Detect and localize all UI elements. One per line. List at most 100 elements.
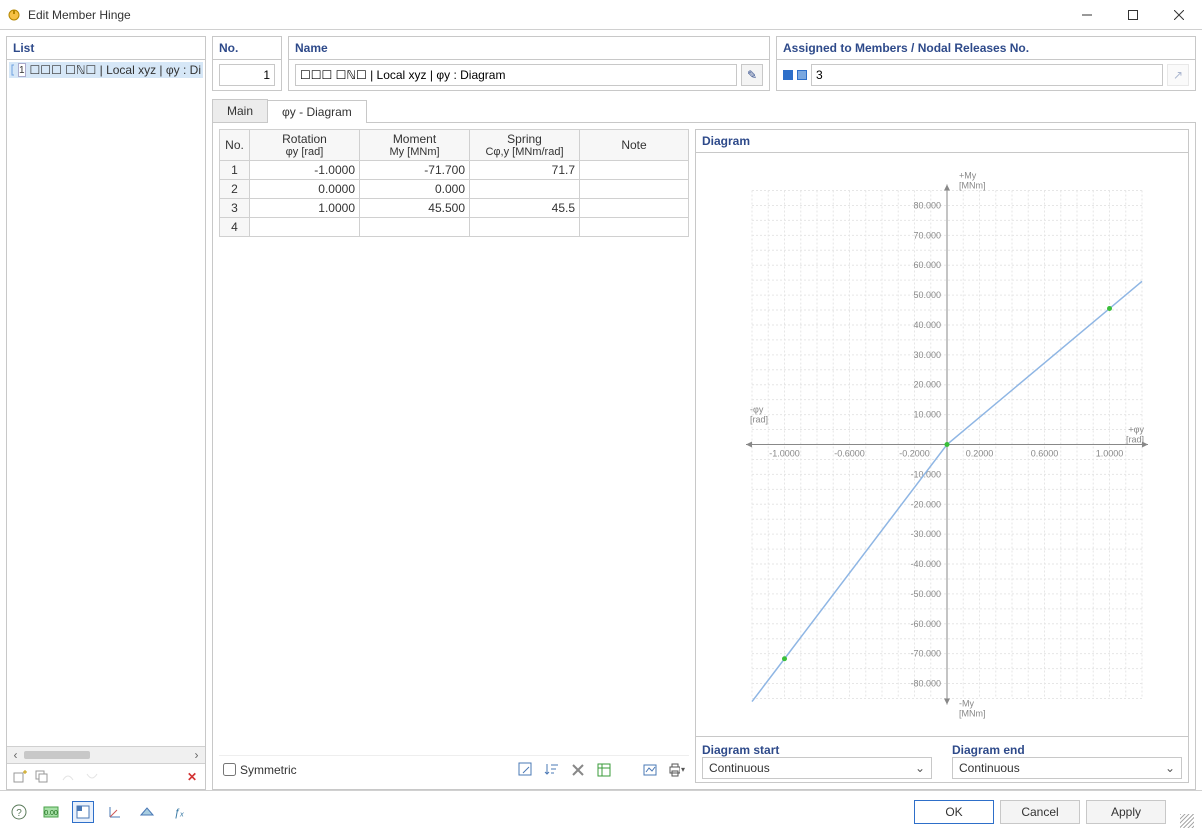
name-field-group: Name ✎ [288, 36, 770, 91]
assigned-field-group: Assigned to Members / Nodal Releases No.… [776, 36, 1196, 91]
svg-text:+My: +My [959, 171, 977, 181]
diagram-start-label: Diagram start [702, 743, 932, 757]
list-item-label: ☐☐☐ ☐ℕ☐ | Local xyz | φy : Di [30, 63, 201, 77]
no-field-group: No. [212, 36, 282, 91]
svg-text:-20.000: -20.000 [910, 499, 941, 509]
col-header-no: No. [220, 130, 250, 161]
svg-text:[MNm]: [MNm] [959, 181, 986, 191]
table-row[interactable]: 31.000045.50045.5 [220, 199, 689, 218]
svg-text:-60.000: -60.000 [910, 619, 941, 629]
copy-item-icon[interactable] [35, 768, 53, 786]
apply-button[interactable]: Apply [1086, 800, 1166, 824]
svg-text:-My: -My [959, 699, 974, 709]
table-row[interactable]: 4 [220, 218, 689, 237]
print-icon[interactable]: ▾ [667, 761, 685, 779]
title-bar: Edit Member Hinge [0, 0, 1202, 30]
svg-text:[rad]: [rad] [750, 415, 768, 425]
svg-text:-30.000: -30.000 [910, 529, 941, 539]
svg-text:-1.0000: -1.0000 [769, 449, 800, 459]
scroll-left-icon[interactable]: ‹ [7, 747, 24, 764]
list-toolbar: ✕ [7, 763, 205, 789]
ok-button[interactable]: OK [914, 800, 994, 824]
render-icon[interactable] [136, 801, 158, 823]
no-input[interactable] [219, 64, 275, 86]
delete-item-icon[interactable]: ✕ [183, 768, 201, 786]
list-hscrollbar[interactable]: ‹ › [7, 746, 205, 763]
diagram-end-label: Diagram end [952, 743, 1182, 757]
delete-row-icon[interactable] [569, 761, 587, 779]
name-input[interactable] [295, 64, 737, 86]
svg-text:60.000: 60.000 [913, 260, 941, 270]
list-item[interactable]: 1 ☐☐☐ ☐ℕ☐ | Local xyz | φy : Di [9, 62, 203, 78]
svg-text:-80.000: -80.000 [910, 679, 941, 689]
svg-text:-70.000: -70.000 [910, 649, 941, 659]
svg-text:-50.000: -50.000 [910, 589, 941, 599]
svg-text:-φy: -φy [750, 405, 764, 415]
hinge-icon [11, 64, 14, 76]
chevron-down-icon: ⌄ [1165, 761, 1175, 775]
no-label: No. [213, 37, 281, 60]
svg-text:?: ? [16, 808, 22, 819]
maximize-button[interactable] [1110, 0, 1156, 30]
cancel-button[interactable]: Cancel [1000, 800, 1080, 824]
diagram-chart: +My[MNm]-My[MNm]+φy[rad]-φy[rad]-1.0000-… [702, 159, 1182, 730]
help-icon[interactable]: ? [8, 801, 30, 823]
pick-member-button[interactable]: ↗ [1167, 64, 1189, 86]
export-table-icon[interactable] [595, 761, 613, 779]
edit-row-icon[interactable] [517, 761, 535, 779]
new-item-icon[interactable] [11, 768, 29, 786]
svg-text:-40.000: -40.000 [910, 559, 941, 569]
svg-text:-0.6000: -0.6000 [834, 449, 865, 459]
scroll-right-icon[interactable]: › [188, 747, 205, 764]
svg-text:+φy: +φy [1128, 425, 1144, 435]
toolbar-icon-4 [83, 768, 101, 786]
symmetric-checkbox[interactable]: Symmetric [223, 763, 297, 777]
bottom-bar: ? 0.00 ƒₓ OK Cancel Apply [0, 790, 1202, 832]
col-header-note: Note [580, 130, 689, 161]
svg-text:[MNm]: [MNm] [959, 709, 986, 719]
svg-text:0.00: 0.00 [44, 810, 58, 817]
member-color-icon [783, 70, 793, 80]
view-mode-icon[interactable] [72, 801, 94, 823]
tab-phiy-diagram[interactable]: φy - Diagram [267, 100, 367, 123]
svg-text:0.2000: 0.2000 [966, 449, 994, 459]
function-icon[interactable]: ƒₓ [168, 801, 190, 823]
chart-options-icon[interactable] [641, 761, 659, 779]
app-icon [6, 7, 22, 23]
tab-bar: Main φy - Diagram [212, 99, 1196, 123]
list-item-number: 1 [18, 63, 26, 77]
diagram-panel: Diagram +My[MNm]-My[MNm]+φy[rad]-φy[rad]… [695, 129, 1189, 783]
svg-text:50.000: 50.000 [913, 290, 941, 300]
rotation-moment-table[interactable]: No. Rotationφy [rad] MomentMy [MNm] Spri… [219, 129, 689, 237]
diagram-title: Diagram [696, 130, 1188, 153]
resize-grip[interactable] [1180, 814, 1194, 828]
diagram-start-value: Continuous [709, 761, 770, 775]
svg-text:ƒₓ: ƒₓ [174, 807, 184, 819]
table-footer: Symmetric ▾ [219, 755, 689, 783]
svg-text:30.000: 30.000 [913, 350, 941, 360]
assigned-input[interactable] [811, 64, 1163, 86]
axes-icon[interactable] [104, 801, 126, 823]
name-label: Name [289, 37, 769, 60]
table-row[interactable]: 1-1.0000-71.70071.7 [220, 161, 689, 180]
sort-rows-icon[interactable] [543, 761, 561, 779]
diagram-end-select[interactable]: Continuous ⌄ [952, 757, 1182, 779]
diagram-start-select[interactable]: Continuous ⌄ [702, 757, 932, 779]
table-row[interactable]: 20.00000.000 [220, 180, 689, 199]
svg-text:-10.000: -10.000 [910, 469, 941, 479]
svg-text:1.0000: 1.0000 [1096, 449, 1124, 459]
member-color-icon-2 [797, 70, 807, 80]
units-icon[interactable]: 0.00 [40, 801, 62, 823]
diagram-end-value: Continuous [959, 761, 1020, 775]
tab-main[interactable]: Main [212, 99, 268, 122]
edit-name-button[interactable]: ✎ [741, 64, 763, 86]
window-title: Edit Member Hinge [28, 8, 131, 22]
symmetric-label: Symmetric [240, 763, 297, 777]
close-button[interactable] [1156, 0, 1202, 30]
assigned-label: Assigned to Members / Nodal Releases No. [777, 37, 1195, 60]
svg-text:20.000: 20.000 [913, 380, 941, 390]
symmetric-checkbox-input[interactable] [223, 763, 236, 776]
minimize-button[interactable] [1064, 0, 1110, 30]
svg-text:80.000: 80.000 [913, 200, 941, 210]
svg-text:70.000: 70.000 [913, 230, 941, 240]
